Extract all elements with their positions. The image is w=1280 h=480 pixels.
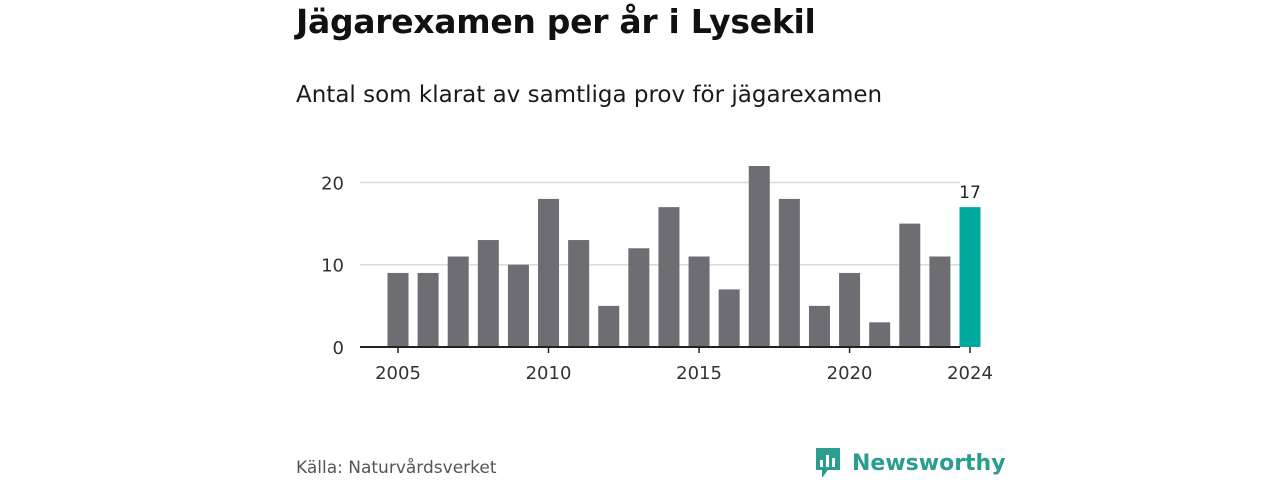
y-tick-label: 20 — [321, 173, 344, 194]
bar — [598, 305, 620, 347]
bar — [748, 166, 770, 347]
source-note: Källa: Naturvårdsverket — [296, 458, 497, 478]
chart-title: Jägarexamen per år i Lysekil — [296, 2, 816, 41]
x-tick-label: 2015 — [676, 363, 722, 384]
bar-chart: 0 10 20 17 2005 2010 2015 2020 2024 — [321, 166, 993, 384]
bar — [507, 264, 529, 347]
brand-name: Newsworthy — [852, 450, 1006, 476]
x-tick-label: 2024 — [947, 363, 993, 384]
bar — [839, 272, 861, 347]
bar — [929, 256, 951, 347]
bar — [477, 240, 499, 347]
bar — [718, 289, 740, 347]
bar — [658, 207, 680, 347]
bar — [899, 223, 921, 347]
bar — [869, 322, 891, 347]
bar — [447, 256, 469, 347]
chart-subtitle: Antal som klarat av samtliga prov för jä… — [296, 82, 883, 108]
x-tick-label: 2020 — [827, 363, 873, 384]
data-label: 17 — [959, 183, 981, 203]
bar — [628, 248, 650, 347]
y-tick-label: 10 — [321, 256, 344, 277]
newsworthy-icon — [816, 448, 840, 478]
bar — [808, 305, 830, 347]
x-tick-label: 2010 — [526, 363, 572, 384]
bar — [688, 256, 710, 347]
bar — [959, 207, 981, 347]
x-tick-label: 2005 — [375, 363, 421, 384]
brand-logo: Newsworthy — [814, 446, 1006, 480]
y-tick-label: 0 — [333, 338, 344, 359]
bar — [568, 240, 590, 347]
bar — [387, 272, 409, 347]
bar — [538, 198, 560, 347]
bar — [778, 198, 800, 347]
bar — [417, 272, 439, 347]
